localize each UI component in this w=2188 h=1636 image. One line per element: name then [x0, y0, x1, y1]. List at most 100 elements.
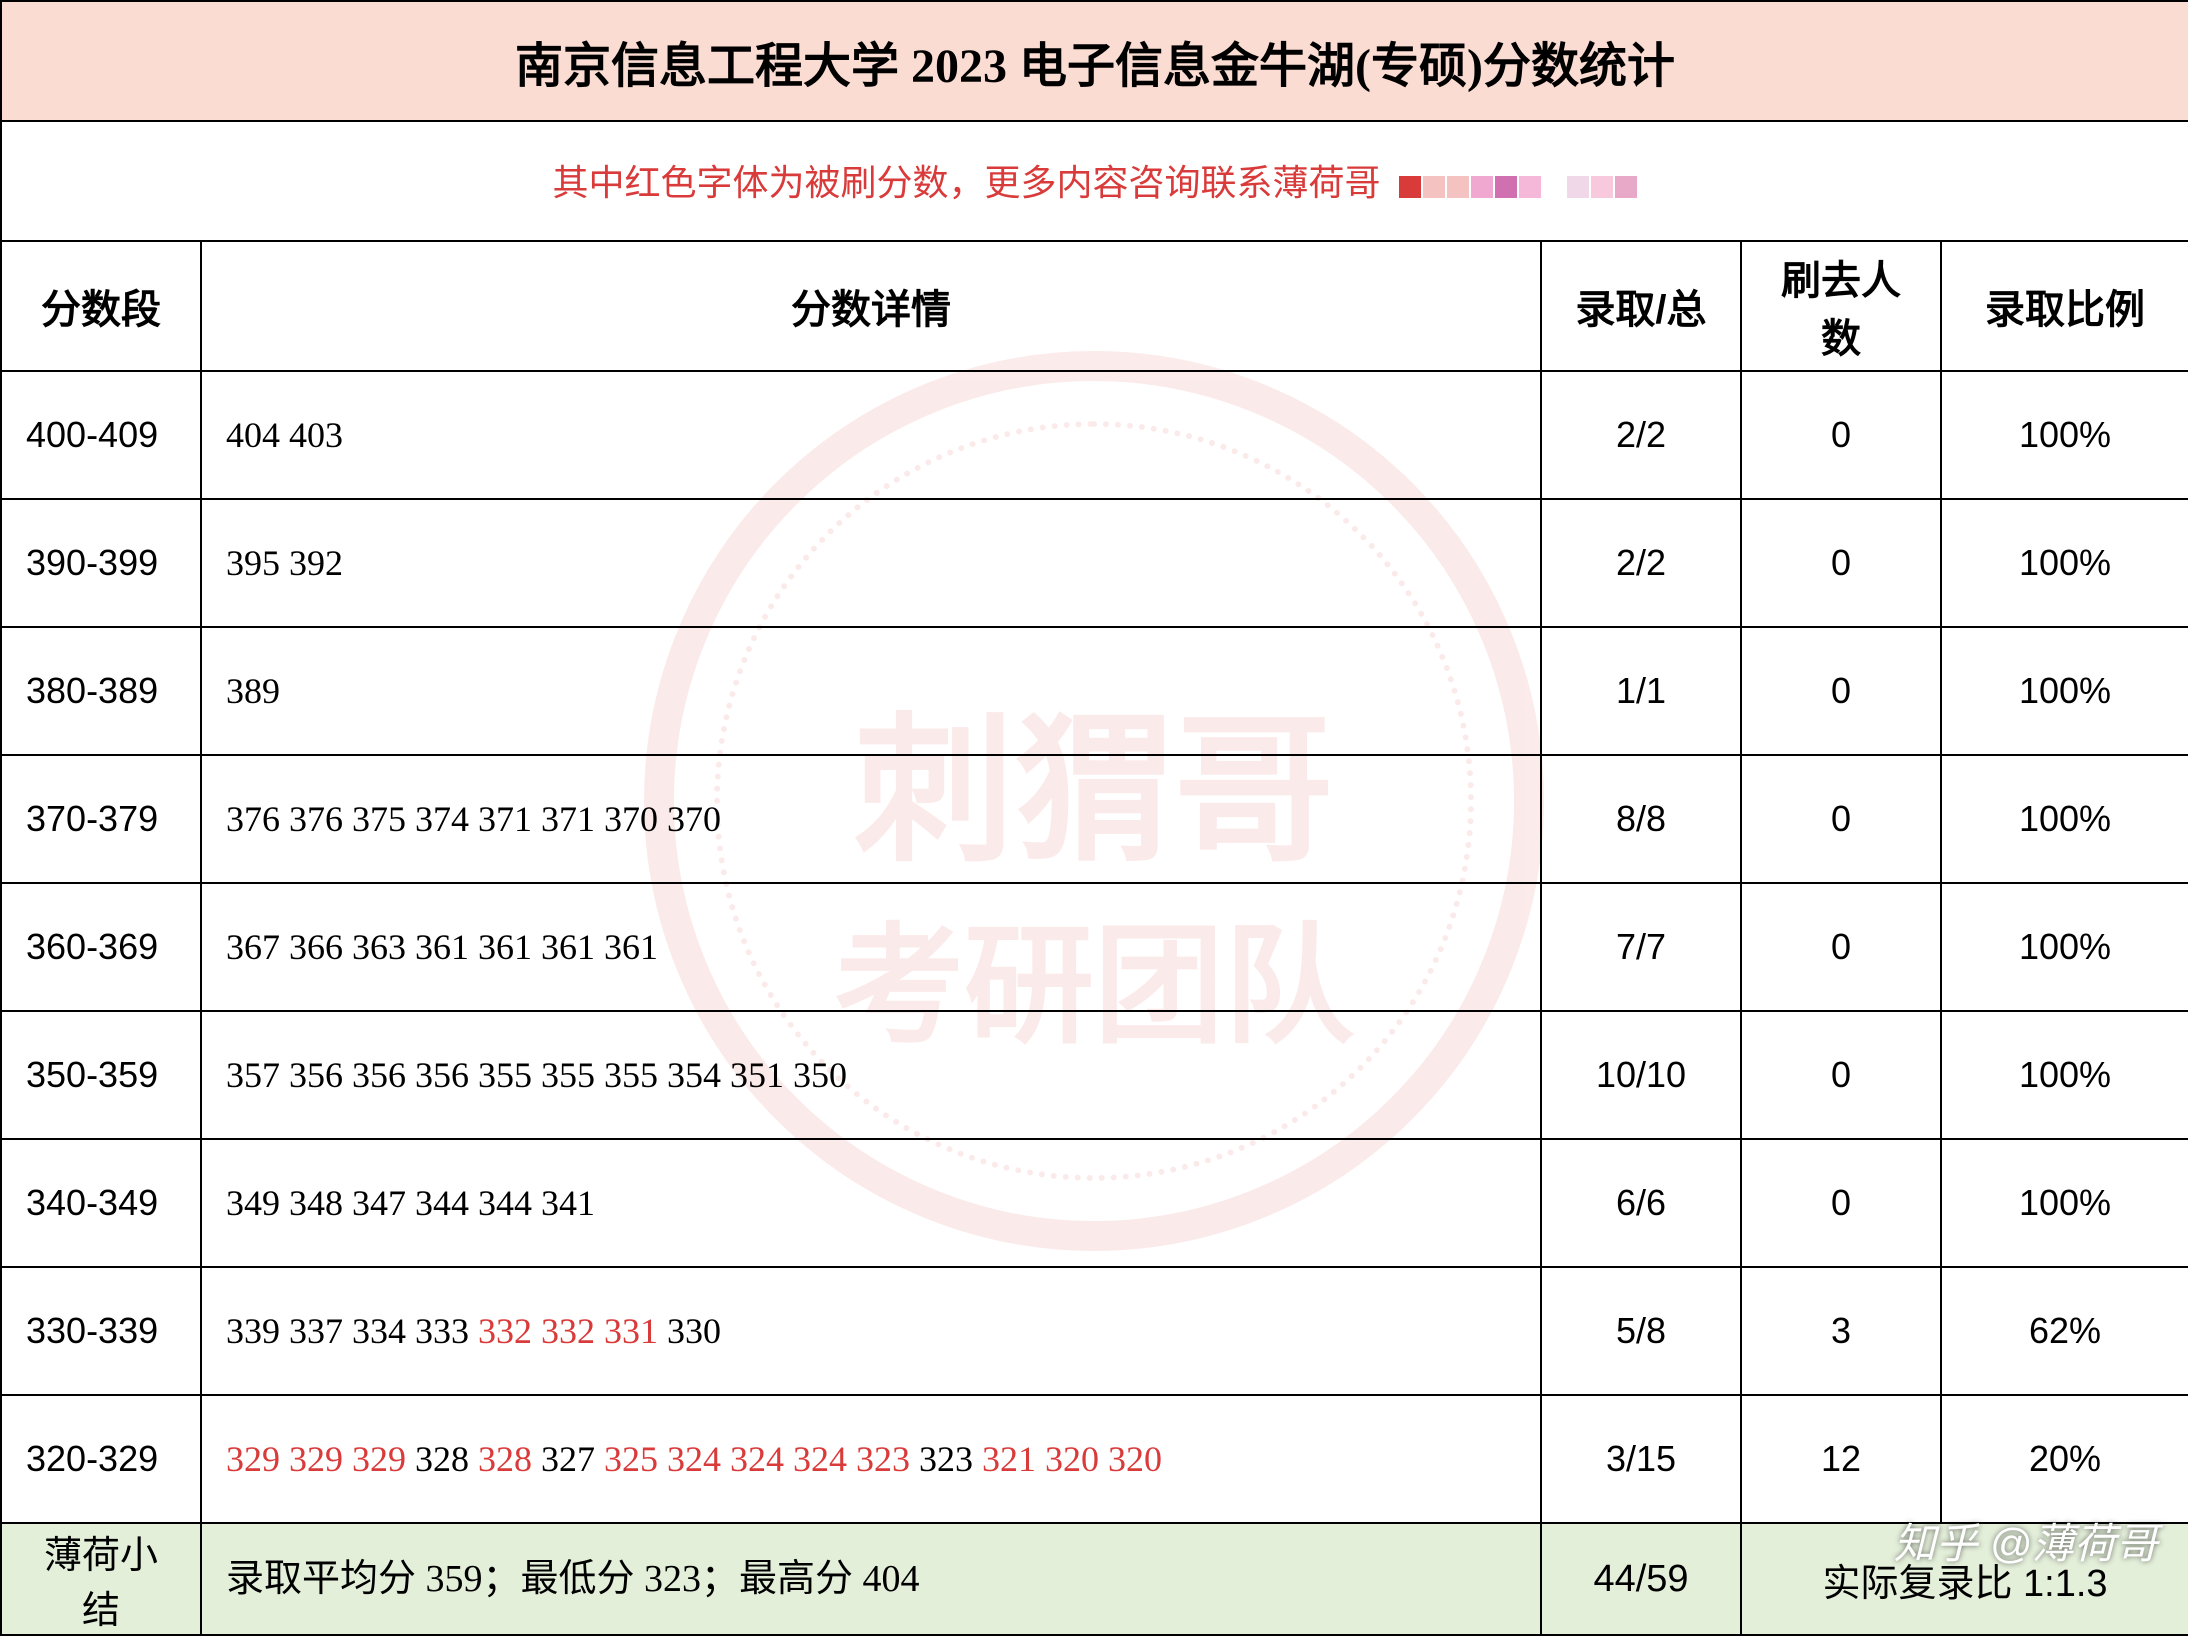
- cell-cut: 3: [1741, 1267, 1941, 1395]
- cell-detail: 339 337 334 333 332 332 331 330: [201, 1267, 1541, 1395]
- score-admitted: 323: [919, 1439, 973, 1479]
- summary-ratio: 实际复录比 1:1.3: [1741, 1523, 2188, 1635]
- cell-ratio: 100%: [1941, 371, 2188, 499]
- cell-ratio: 100%: [1941, 627, 2188, 755]
- table-row: 380-3893891/10100%: [1, 627, 2188, 755]
- cell-detail: 404 403: [201, 371, 1541, 499]
- cell-admit: 2/2: [1541, 371, 1741, 499]
- score-rejected: 329: [289, 1439, 343, 1479]
- cell-admit: 5/8: [1541, 1267, 1741, 1395]
- cell-ratio: 100%: [1941, 1011, 2188, 1139]
- cell-detail: 367 366 363 361 361 361 361: [201, 883, 1541, 1011]
- cell-admit: 7/7: [1541, 883, 1741, 1011]
- cell-detail: 329 329 329 328 328 327 325 324 324 324 …: [201, 1395, 1541, 1523]
- score-admitted: 351: [730, 1055, 784, 1095]
- cell-detail: 349 348 347 344 344 341: [201, 1139, 1541, 1267]
- summary-admit: 44/59: [1541, 1523, 1741, 1635]
- cell-range: 320-329: [1, 1395, 201, 1523]
- score-admitted: 344: [415, 1183, 469, 1223]
- score-admitted: 327: [541, 1439, 595, 1479]
- score-rejected: 332: [478, 1311, 532, 1351]
- cell-detail: 389: [201, 627, 1541, 755]
- summary-label: 薄荷小结: [1, 1523, 201, 1635]
- table-row: 350-359357 356 356 356 355 355 355 354 3…: [1, 1011, 2188, 1139]
- table-row: 330-339339 337 334 333 332 332 331 3305/…: [1, 1267, 2188, 1395]
- table-row: 400-409404 4032/20100%: [1, 371, 2188, 499]
- score-admitted: 334: [352, 1311, 406, 1351]
- score-admitted: 357: [226, 1055, 280, 1095]
- cell-range: 390-399: [1, 499, 201, 627]
- cell-detail: 376 376 375 374 371 371 370 370: [201, 755, 1541, 883]
- score-admitted: 361: [415, 927, 469, 967]
- score-admitted: 376: [289, 799, 343, 839]
- score-rejected: 329: [226, 1439, 280, 1479]
- cell-range: 350-359: [1, 1011, 201, 1139]
- col-header-admit: 录取/总: [1541, 241, 1741, 371]
- table-row: 360-369367 366 363 361 361 361 3617/7010…: [1, 883, 2188, 1011]
- cell-range: 380-389: [1, 627, 201, 755]
- table-title: 南京信息工程大学 2023 电子信息金牛湖(专硕)分数统计: [1, 1, 2188, 121]
- score-admitted: 356: [352, 1055, 406, 1095]
- score-rejected: 324: [730, 1439, 784, 1479]
- score-rejected: 321: [982, 1439, 1036, 1479]
- score-admitted: 395: [226, 543, 280, 583]
- cell-ratio: 62%: [1941, 1267, 2188, 1395]
- score-admitted: 367: [226, 927, 280, 967]
- table-row: 320-329329 329 329 328 328 327 325 324 3…: [1, 1395, 2188, 1523]
- cell-admit: 1/1: [1541, 627, 1741, 755]
- col-header-detail: 分数详情: [201, 241, 1541, 371]
- score-rejected: 323: [856, 1439, 910, 1479]
- table-row: 340-349349 348 347 344 344 3416/60100%: [1, 1139, 2188, 1267]
- score-admitted: 328: [415, 1439, 469, 1479]
- score-admitted: 348: [289, 1183, 343, 1223]
- score-admitted: 366: [289, 927, 343, 967]
- score-admitted: 374: [415, 799, 469, 839]
- score-admitted: 375: [352, 799, 406, 839]
- table-row: 390-399395 3922/20100%: [1, 499, 2188, 627]
- score-admitted: 339: [226, 1311, 280, 1351]
- cell-cut: 0: [1741, 1139, 1941, 1267]
- score-admitted: 350: [793, 1055, 847, 1095]
- score-admitted: 371: [541, 799, 595, 839]
- note-row: 其中红色字体为被刷分数，更多内容咨询联系薄荷哥: [1, 121, 2188, 241]
- score-rejected: 320: [1045, 1439, 1099, 1479]
- score-rejected: 329: [352, 1439, 406, 1479]
- cell-admit: 6/6: [1541, 1139, 1741, 1267]
- score-admitted: 341: [541, 1183, 595, 1223]
- cell-admit: 3/15: [1541, 1395, 1741, 1523]
- score-rejected: 332: [541, 1311, 595, 1351]
- score-rejected: 324: [793, 1439, 847, 1479]
- score-rejected: 331: [604, 1311, 658, 1351]
- score-admitted: 361: [604, 927, 658, 967]
- cell-cut: 12: [1741, 1395, 1941, 1523]
- col-header-ratio: 录取比例: [1941, 241, 2188, 371]
- cell-detail: 357 356 356 356 355 355 355 354 351 350: [201, 1011, 1541, 1139]
- title-row: 南京信息工程大学 2023 电子信息金牛湖(专硕)分数统计: [1, 1, 2188, 121]
- score-rejected: 324: [667, 1439, 721, 1479]
- cell-cut: 0: [1741, 883, 1941, 1011]
- score-admitted: 355: [604, 1055, 658, 1095]
- summary-row: 薄荷小结 录取平均分 359；最低分 323；最高分 404 44/59 实际复…: [1, 1523, 2188, 1635]
- score-admitted: 330: [667, 1311, 721, 1351]
- cell-range: 360-369: [1, 883, 201, 1011]
- cell-range: 340-349: [1, 1139, 201, 1267]
- censored-pixels: [1398, 166, 1638, 208]
- cell-ratio: 100%: [1941, 1139, 2188, 1267]
- score-rejected: 320: [1108, 1439, 1162, 1479]
- score-admitted: 363: [352, 927, 406, 967]
- cell-range: 370-379: [1, 755, 201, 883]
- score-admitted: 337: [289, 1311, 343, 1351]
- score-admitted: 361: [478, 927, 532, 967]
- table-note: 其中红色字体为被刷分数，更多内容咨询联系薄荷哥: [1, 121, 2188, 241]
- cell-admit: 2/2: [1541, 499, 1741, 627]
- col-header-range: 分数段: [1, 241, 201, 371]
- score-rejected: 328: [478, 1439, 532, 1479]
- table-row: 370-379376 376 375 374 371 371 370 3708/…: [1, 755, 2188, 883]
- cell-cut: 0: [1741, 499, 1941, 627]
- score-admitted: 403: [289, 415, 343, 455]
- col-header-cut: 刷去人数: [1741, 241, 1941, 371]
- header-row: 分数段 分数详情 录取/总 刷去人数 录取比例: [1, 241, 2188, 371]
- score-admitted: 355: [478, 1055, 532, 1095]
- cell-cut: 0: [1741, 1011, 1941, 1139]
- score-admitted: 370: [604, 799, 658, 839]
